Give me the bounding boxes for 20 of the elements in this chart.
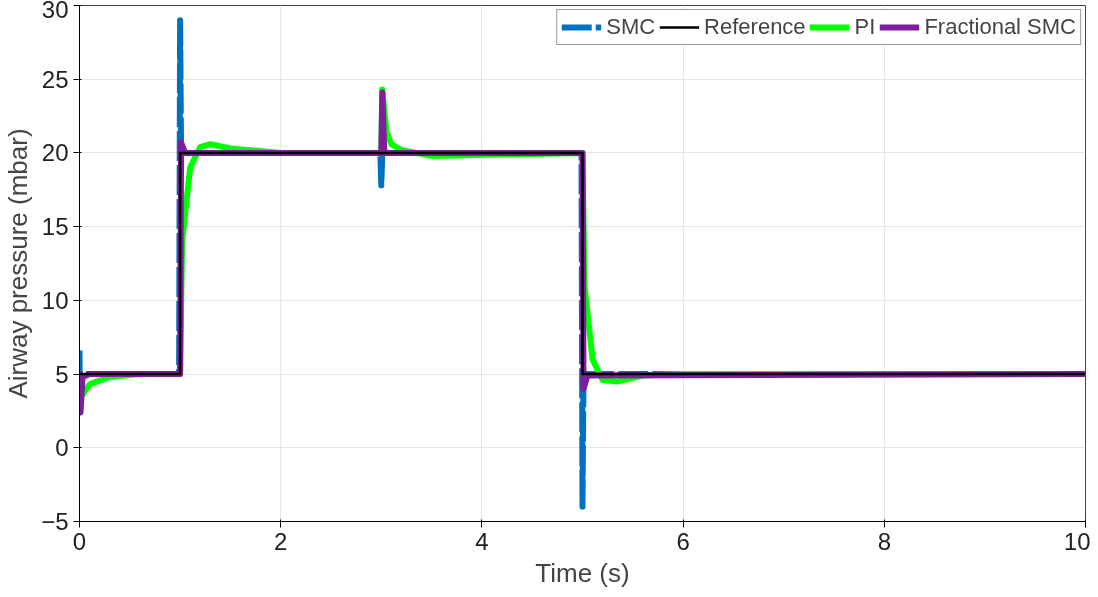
x-tick-label: 6 <box>676 527 690 555</box>
y-tick-label: 20 <box>41 139 69 167</box>
y-tick-label: 30 <box>41 0 69 23</box>
legend-label: SMC <box>606 14 656 40</box>
y-tick-label: −5 <box>41 508 69 535</box>
x-tick-label: 0 <box>72 527 87 555</box>
legend-label: PI <box>854 14 876 40</box>
x-tick-label: 10 <box>1063 527 1091 555</box>
x-tick-label: 8 <box>877 527 891 555</box>
y-tick-label: 0 <box>55 434 69 462</box>
x-axis-title: Time (s) <box>535 557 630 588</box>
y-axis-title: Airway pressure (mbar) <box>3 128 34 399</box>
y-tick-label: 5 <box>55 360 69 388</box>
y-tick-label: 10 <box>41 286 69 314</box>
x-tick-label: 2 <box>274 527 288 555</box>
legend-label: Reference <box>704 14 806 40</box>
legend-label: Fractional SMC <box>924 14 1076 40</box>
y-tick-label: 25 <box>41 65 69 93</box>
x-tick-label: 4 <box>475 527 489 555</box>
y-tick-label: 15 <box>41 213 69 241</box>
